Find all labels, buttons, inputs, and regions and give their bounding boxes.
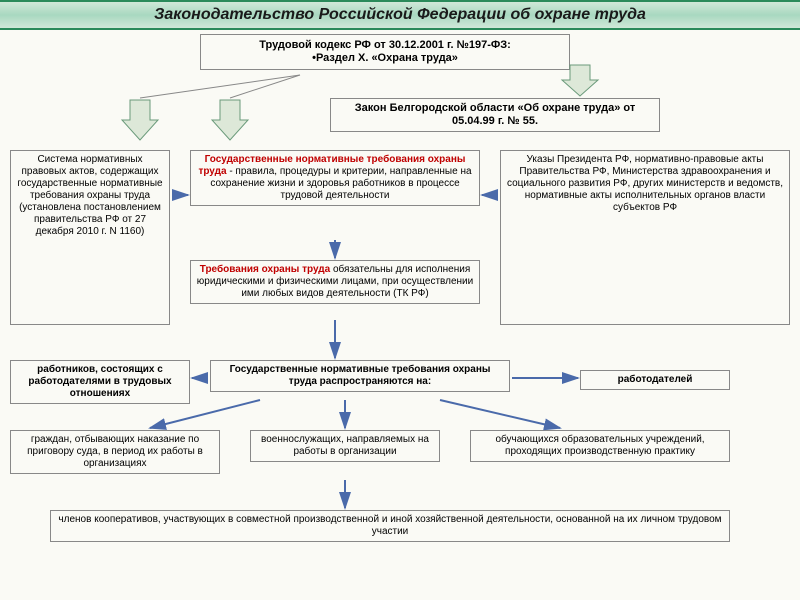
convicts-box: граждан, отбывающих наказание по пригово… bbox=[10, 430, 220, 474]
normative-system-box: Система нормативных правовых актов, соде… bbox=[10, 150, 170, 325]
employers-box: работодателей bbox=[580, 370, 730, 390]
spread-to-box: Государственные нормативные требования о… bbox=[210, 360, 510, 392]
military-box: военнослужащих, направляемых на работы в… bbox=[250, 430, 440, 462]
top-line1: Трудовой кодекс РФ от 30.12.2001 г. №197… bbox=[205, 39, 565, 52]
state-req-black: - правила, процедуры и критерии, направл… bbox=[210, 166, 471, 201]
president-decrees-box: Указы Президента РФ, нормативно-правовые… bbox=[500, 150, 790, 325]
hollow-arrow-1 bbox=[122, 100, 158, 140]
top-line2: •Раздел X. «Охрана труда» bbox=[205, 52, 565, 65]
top-code-box: Трудовой кодекс РФ от 30.12.2001 г. №197… bbox=[200, 34, 570, 70]
workers-box: работников, состоящих с работодателями в… bbox=[10, 360, 190, 404]
hollow-arrow-2 bbox=[212, 100, 248, 140]
page-title: Законодательство Российской Федерации об… bbox=[0, 0, 800, 30]
students-box: обучающихся образовательных учреждений, … bbox=[470, 430, 730, 462]
cooperative-members-box: членов кооперативов, участвующих в совме… bbox=[50, 510, 730, 542]
belgorod-law-box: Закон Белгородской области «Об охране тр… bbox=[330, 98, 660, 132]
requirements-mandatory-box: Требования охраны труда обязательны для … bbox=[190, 260, 480, 304]
req-mand-red: Требования охраны труда bbox=[200, 264, 330, 275]
state-requirements-box: Государственные нормативные требования о… bbox=[190, 150, 480, 206]
